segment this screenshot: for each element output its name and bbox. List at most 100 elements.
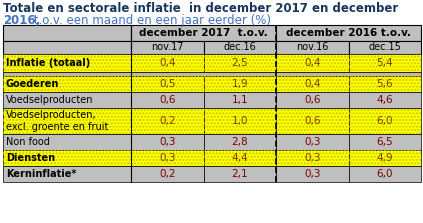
Text: Inflatie (totaal): Inflatie (totaal) xyxy=(6,58,90,68)
Bar xyxy=(276,76,349,92)
Bar xyxy=(131,54,203,72)
Bar xyxy=(3,41,131,54)
Text: 0,3: 0,3 xyxy=(304,169,321,179)
Text: december 2017  t.o.v.: december 2017 t.o.v. xyxy=(139,28,268,38)
Bar xyxy=(131,25,276,41)
Text: 0,3: 0,3 xyxy=(159,153,176,163)
Bar xyxy=(276,150,349,166)
Text: 0,6: 0,6 xyxy=(304,116,321,126)
Text: 2,5: 2,5 xyxy=(231,58,248,68)
Bar xyxy=(349,76,421,92)
Text: 2,1: 2,1 xyxy=(231,169,248,179)
Bar xyxy=(131,166,203,182)
Bar xyxy=(3,76,131,92)
Bar xyxy=(203,54,276,72)
Text: Goederen: Goederen xyxy=(6,79,59,89)
Bar xyxy=(349,150,421,166)
Bar xyxy=(3,108,131,134)
Bar xyxy=(3,72,421,76)
Text: 0,6: 0,6 xyxy=(304,95,321,105)
Text: 6,5: 6,5 xyxy=(376,137,393,147)
Bar xyxy=(3,76,131,92)
Bar xyxy=(3,150,131,166)
Text: 4,6: 4,6 xyxy=(376,95,393,105)
Text: t.o.v. een maand en een jaar eerder (%): t.o.v. een maand en een jaar eerder (%) xyxy=(30,14,271,27)
Text: Diensten: Diensten xyxy=(6,153,55,163)
Text: 0,4: 0,4 xyxy=(304,79,321,89)
Bar xyxy=(203,76,276,92)
Text: 1,0: 1,0 xyxy=(231,116,248,126)
Bar xyxy=(3,54,131,72)
Text: 1,9: 1,9 xyxy=(231,79,248,89)
Bar xyxy=(349,166,421,182)
Bar xyxy=(276,76,349,92)
Bar xyxy=(349,108,421,134)
Bar xyxy=(349,76,421,92)
Bar xyxy=(276,166,349,182)
Bar xyxy=(131,150,203,166)
Bar xyxy=(203,166,276,182)
Bar xyxy=(276,108,349,134)
Text: 4,9: 4,9 xyxy=(376,153,393,163)
Text: 0,6: 0,6 xyxy=(159,95,176,105)
Bar xyxy=(276,54,349,72)
Bar xyxy=(349,92,421,108)
Text: dec.16: dec.16 xyxy=(223,43,256,52)
Text: 0,3: 0,3 xyxy=(159,137,176,147)
Bar xyxy=(203,150,276,166)
Text: 0,2: 0,2 xyxy=(159,169,176,179)
Bar xyxy=(131,108,203,134)
Bar xyxy=(276,134,349,150)
Bar xyxy=(131,92,203,108)
Bar xyxy=(203,108,276,134)
Bar xyxy=(203,134,276,150)
Bar xyxy=(131,150,203,166)
Bar xyxy=(3,150,131,166)
Bar xyxy=(349,108,421,134)
Bar xyxy=(276,25,421,41)
Bar xyxy=(3,92,131,108)
Bar xyxy=(3,134,131,150)
Text: Totale en sectorale inflatie  in december 2017 en december: Totale en sectorale inflatie in december… xyxy=(3,2,398,15)
Bar xyxy=(131,76,203,92)
Text: Kerninflatie*: Kerninflatie* xyxy=(6,169,77,179)
Text: 5,4: 5,4 xyxy=(376,58,393,68)
Bar xyxy=(131,76,203,92)
Bar xyxy=(3,54,131,72)
Bar xyxy=(203,92,276,108)
Bar xyxy=(349,134,421,150)
Bar xyxy=(349,150,421,166)
Text: dec.15: dec.15 xyxy=(368,43,401,52)
Text: Voedselproducten: Voedselproducten xyxy=(6,95,93,105)
Bar xyxy=(203,150,276,166)
Text: nov.16: nov.16 xyxy=(296,43,328,52)
Text: 0,3: 0,3 xyxy=(304,153,321,163)
Bar xyxy=(3,166,131,182)
Bar xyxy=(349,54,421,72)
Text: 5,6: 5,6 xyxy=(376,79,393,89)
Text: 1,1: 1,1 xyxy=(231,95,248,105)
Bar xyxy=(276,54,349,72)
Text: 4,4: 4,4 xyxy=(231,153,248,163)
Bar xyxy=(276,92,349,108)
Bar xyxy=(276,150,349,166)
Bar xyxy=(276,41,349,54)
Text: 0,5: 0,5 xyxy=(159,79,176,89)
Text: 2,8: 2,8 xyxy=(231,137,248,147)
Bar xyxy=(276,108,349,134)
Bar xyxy=(3,108,131,134)
Bar xyxy=(131,108,203,134)
Text: 0,2: 0,2 xyxy=(159,116,176,126)
Bar xyxy=(203,76,276,92)
Text: Non food: Non food xyxy=(6,137,50,147)
Text: 6,0: 6,0 xyxy=(376,116,393,126)
Text: 0,4: 0,4 xyxy=(159,58,176,68)
Text: 0,3: 0,3 xyxy=(304,137,321,147)
Bar xyxy=(203,54,276,72)
Bar xyxy=(349,54,421,72)
Text: 2016,: 2016, xyxy=(3,14,40,27)
Text: 0,4: 0,4 xyxy=(304,58,321,68)
Text: nov.17: nov.17 xyxy=(151,43,184,52)
Text: december 2016 t.o.v.: december 2016 t.o.v. xyxy=(286,28,411,38)
Text: 6,0: 6,0 xyxy=(376,169,393,179)
